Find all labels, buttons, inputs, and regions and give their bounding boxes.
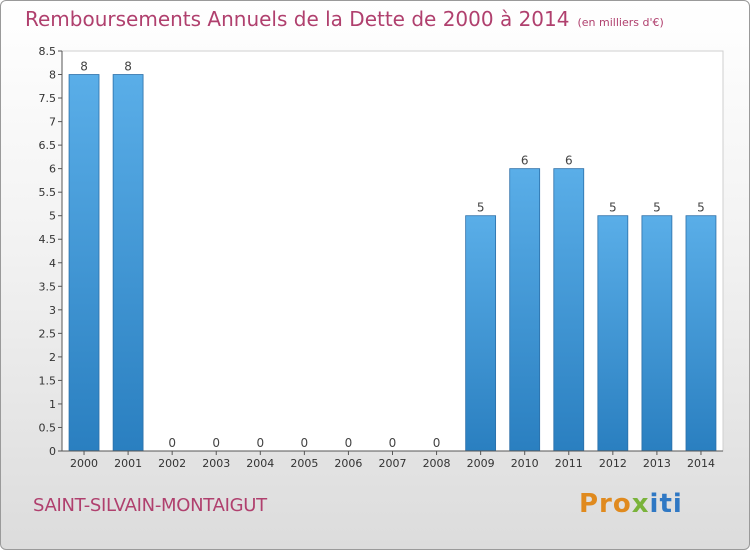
- x-tick-label: 2013: [643, 457, 671, 470]
- x-tick-label: 2000: [70, 457, 98, 470]
- data-label: 6: [565, 154, 573, 168]
- y-tick-label: 4: [49, 257, 56, 270]
- data-label: 5: [653, 201, 661, 215]
- y-tick-label: 7.5: [39, 92, 57, 105]
- y-tick-label: 8.5: [39, 45, 57, 58]
- y-tick-label: 3.5: [39, 280, 57, 293]
- y-tick-label: 0.5: [39, 421, 57, 434]
- x-tick-label: 2012: [599, 457, 627, 470]
- x-tick-label: 2005: [290, 457, 318, 470]
- y-tick-label: 6.5: [39, 139, 57, 152]
- x-tick-label: 2004: [246, 457, 274, 470]
- x-tick-label: 2001: [114, 457, 142, 470]
- y-tick-label: 2: [49, 351, 56, 364]
- y-tick-label: 6: [49, 163, 56, 176]
- bar-2009: [465, 215, 497, 452]
- data-label: 0: [433, 436, 441, 450]
- data-label: 8: [80, 60, 88, 74]
- proxiti-logo: Proxiti: [579, 489, 683, 519]
- bar-2013: [641, 215, 673, 452]
- data-label: 0: [389, 436, 397, 450]
- x-tick-label: 2007: [379, 457, 407, 470]
- y-tick-label: 4.5: [39, 233, 57, 246]
- data-label: 8: [124, 60, 132, 74]
- bar-2012: [597, 215, 629, 452]
- data-label: 6: [521, 154, 529, 168]
- data-label: 5: [697, 201, 705, 215]
- chart-unit-text: (en milliers d'€): [577, 16, 664, 29]
- data-label: 5: [477, 201, 485, 215]
- x-tick-label: 2002: [158, 457, 186, 470]
- x-tick-label: 2014: [687, 457, 715, 470]
- bar-2011: [553, 168, 585, 452]
- x-tick-label: 2008: [423, 457, 451, 470]
- y-tick-label: 1.5: [39, 374, 57, 387]
- commune-name: SAINT-SILVAIN-MONTAIGUT: [33, 495, 267, 516]
- data-label: 0: [345, 436, 353, 450]
- bar-2010: [509, 168, 541, 452]
- x-tick-label: 2009: [467, 457, 495, 470]
- chart-title: Remboursements Annuels de la Dette de 20…: [25, 7, 664, 31]
- chart-title-text: Remboursements Annuels de la Dette de 20…: [25, 7, 570, 31]
- bar-2014: [685, 215, 717, 452]
- y-tick-label: 1: [49, 398, 56, 411]
- y-tick-label: 7: [49, 116, 56, 129]
- x-tick-label: 2011: [555, 457, 583, 470]
- y-tick-label: 8: [49, 69, 56, 82]
- y-tick-label: 5.5: [39, 186, 57, 199]
- data-label: 0: [168, 436, 176, 450]
- bar-2000: [68, 74, 100, 452]
- x-tick-label: 2003: [202, 457, 230, 470]
- data-label: 5: [609, 201, 617, 215]
- x-tick-label: 2010: [511, 457, 539, 470]
- data-label: 0: [256, 436, 264, 450]
- data-label: 0: [212, 436, 220, 450]
- y-tick-label: 5: [49, 210, 56, 223]
- bar-2001: [112, 74, 144, 452]
- y-tick-label: 0: [49, 445, 56, 458]
- y-tick-label: 2.5: [39, 327, 57, 340]
- data-label: 0: [301, 436, 309, 450]
- x-tick-label: 2006: [334, 457, 362, 470]
- y-tick-label: 3: [49, 304, 56, 317]
